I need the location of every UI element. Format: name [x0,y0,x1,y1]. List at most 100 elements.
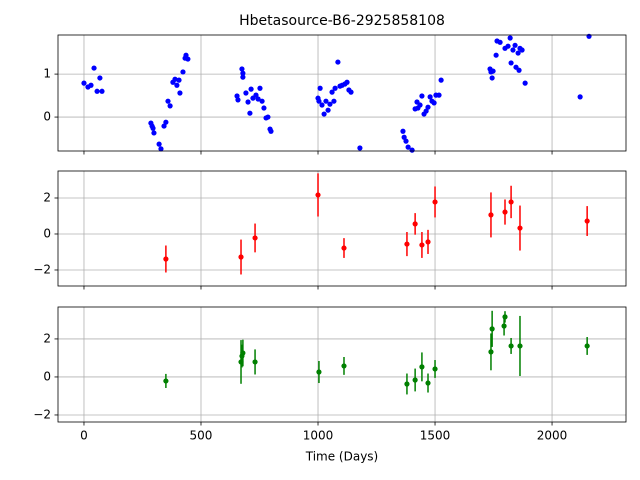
y-tick-label: 1 [43,67,51,81]
point [161,123,167,129]
x-tick-label: 1000 [303,429,334,443]
point [419,364,425,370]
point [88,82,94,88]
x-tick-label: 0 [80,429,88,443]
point [331,98,337,104]
point [508,343,514,349]
point [493,52,499,58]
axes-frame [57,306,627,423]
point [172,76,178,82]
point [357,145,363,151]
point [488,349,494,355]
point [419,93,425,99]
point [265,114,271,120]
y-tick-label: 0 [43,110,51,124]
point [94,88,100,94]
point [517,343,523,349]
point [163,256,169,262]
axes-frame [57,34,627,152]
point [259,98,265,104]
point [99,88,105,94]
point [423,108,429,114]
point [165,98,171,104]
point [405,144,411,150]
point [432,199,438,205]
point [174,82,180,88]
point [412,221,418,227]
point [519,47,525,53]
point [158,146,164,152]
point [248,86,254,92]
y-tick-label: −2 [33,262,51,276]
y-tick-label: 0 [43,226,51,240]
x-tick-label: 2000 [537,429,568,443]
point [252,235,258,241]
point [243,90,249,96]
point [316,98,322,104]
point [517,225,523,231]
point [316,369,322,375]
chart-title: Hbetasource-B6-2925858108 [239,13,445,29]
point [341,363,347,369]
point [508,199,514,205]
point [431,100,437,106]
point [425,380,431,386]
point [156,141,162,147]
point [167,103,173,109]
point [327,101,333,107]
point [403,138,409,144]
point [425,104,431,110]
point [325,107,331,113]
point [497,39,503,45]
point [253,92,259,98]
point [177,90,183,96]
point [235,97,241,103]
point [151,130,157,136]
point [240,70,246,76]
point [185,56,191,62]
point [438,77,444,83]
point [510,47,516,53]
point [344,79,350,85]
point [247,110,253,116]
point [163,119,169,125]
point [404,381,410,387]
point [489,326,495,332]
point [252,359,258,365]
point [91,65,97,71]
point [584,343,590,349]
point [245,99,251,105]
point [255,96,261,102]
point [436,92,442,98]
y-tick-label: 2 [43,331,51,345]
point [261,105,267,111]
point [577,94,583,100]
point [400,128,406,134]
y-tick-label: −2 [33,407,51,421]
point [586,33,592,39]
point [584,218,590,224]
point [180,69,186,75]
point [319,102,325,108]
point [332,85,338,91]
point [427,94,433,100]
point [508,60,514,66]
point [425,239,431,245]
point [257,85,263,91]
point [176,77,182,83]
point [505,43,511,49]
point [490,68,496,74]
x-axis-label: Time (Days) [305,450,379,464]
point [150,125,156,131]
point [401,134,407,140]
point [417,102,423,108]
point [97,75,103,81]
point [81,80,87,86]
point [238,254,244,260]
point [268,128,274,134]
point [348,89,354,95]
point [321,111,327,117]
point [502,209,508,215]
y-tick-label: 0 [43,369,51,383]
